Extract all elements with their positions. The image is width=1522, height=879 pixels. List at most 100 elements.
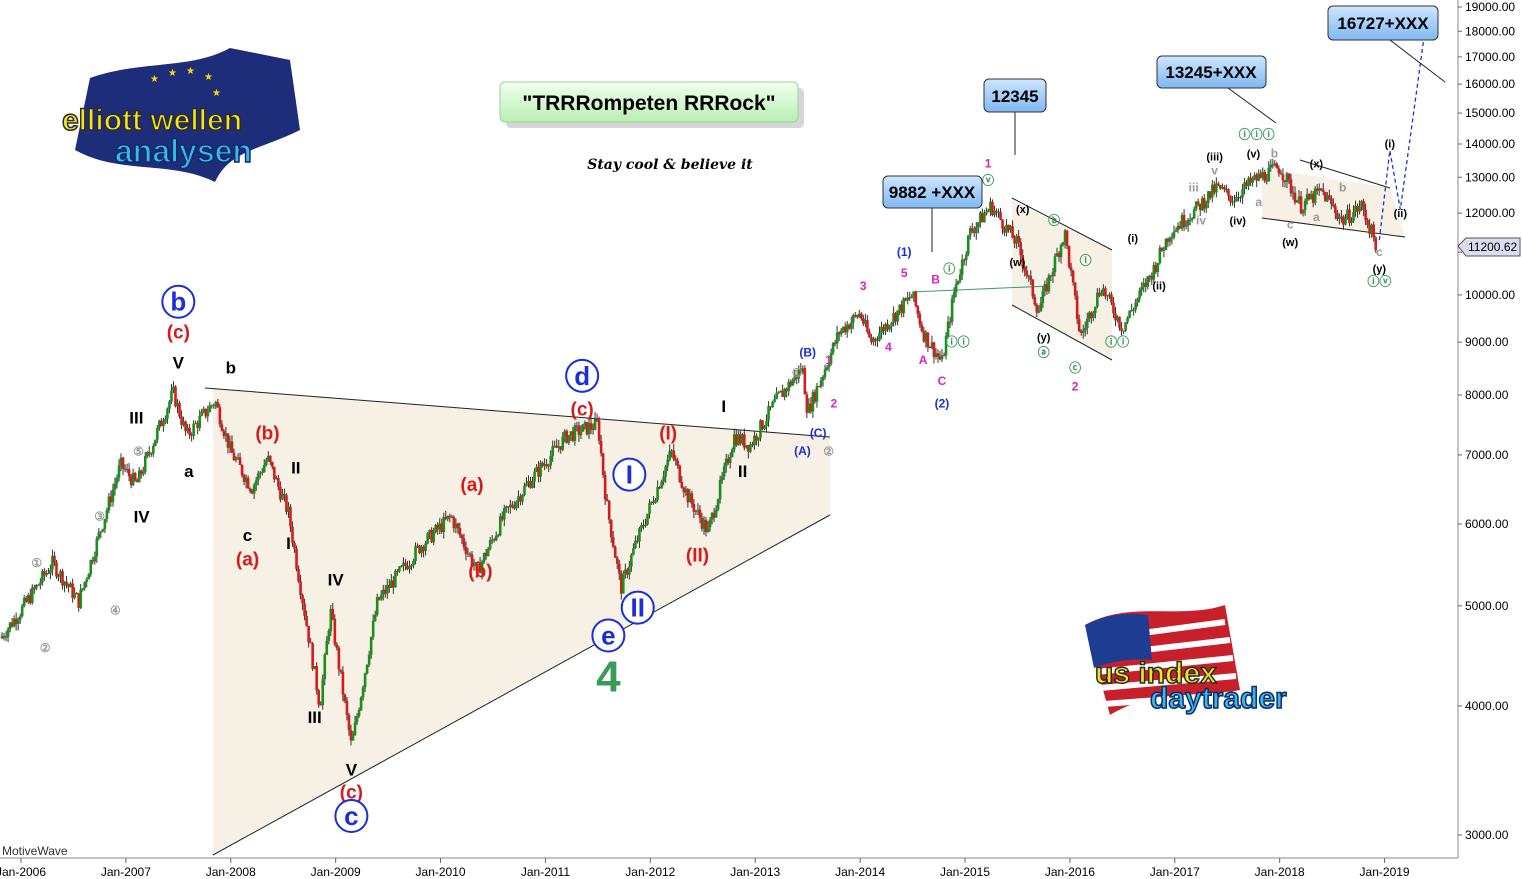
candle: [125, 463, 129, 473]
x-tick-label: Jan-2016: [1045, 865, 1095, 879]
candle: [676, 457, 680, 469]
y-tick-label: 6000.00: [1465, 517, 1509, 531]
candle: [480, 559, 484, 580]
candle: [1241, 183, 1244, 205]
wave-label: I: [286, 534, 291, 553]
svg-text:(ii): (ii): [1152, 281, 1166, 293]
candle: [1142, 277, 1146, 293]
candle: [529, 476, 532, 489]
candle: [559, 446, 563, 454]
candle: [1315, 184, 1319, 195]
wave-label: (w): [1282, 237, 1298, 249]
candle: [1138, 287, 1141, 303]
svg-text:(v): (v): [1247, 148, 1261, 160]
candle: [813, 389, 817, 404]
candle: [634, 535, 637, 550]
candle: [1255, 172, 1258, 188]
candle: [626, 567, 629, 579]
wave-label: c: [334, 798, 369, 833]
svg-text:4: 4: [885, 340, 892, 354]
candle: [1263, 169, 1267, 183]
candle: [394, 569, 397, 588]
y-tick-label: 18000.00: [1465, 24, 1515, 38]
candle: [244, 474, 248, 489]
candle: [738, 430, 742, 446]
candle: [908, 292, 912, 302]
candle: [1213, 181, 1216, 195]
candle: [793, 370, 797, 384]
candle: [815, 382, 819, 408]
candle: [1317, 183, 1321, 196]
candle: [892, 306, 895, 327]
candle: [240, 464, 244, 478]
wave-label: II: [291, 459, 300, 478]
candle: [799, 363, 803, 375]
candle: [1340, 210, 1343, 223]
candle: [1184, 220, 1188, 230]
candle: [1039, 296, 1043, 312]
candle: [1211, 179, 1214, 203]
candle: [864, 313, 867, 328]
candle: [660, 479, 663, 489]
candle: [438, 518, 442, 535]
candle: [811, 389, 815, 418]
candle: [704, 516, 708, 537]
candle: [365, 664, 369, 675]
candle: [1053, 253, 1057, 277]
candle: [121, 457, 125, 476]
wave-label: a: [1313, 210, 1320, 224]
candle: [321, 674, 325, 710]
callout-16727: 16727+XXX: [1327, 5, 1439, 41]
candle: [860, 311, 863, 321]
candle: [652, 496, 655, 505]
candle: [1192, 206, 1196, 219]
candle: [747, 444, 750, 459]
candle: [458, 522, 462, 538]
candle: [1303, 198, 1307, 216]
svg-text:e: e: [601, 621, 615, 651]
wave-label: (C): [810, 426, 827, 440]
candle: [65, 575, 68, 589]
candle: [39, 578, 42, 590]
candle: [706, 521, 710, 533]
candle: [220, 420, 224, 432]
candle: [105, 507, 109, 523]
wave-label: 4: [885, 340, 892, 354]
candle: [710, 511, 714, 525]
candle: [1219, 185, 1222, 190]
candle: [303, 598, 306, 621]
candle: [757, 437, 760, 447]
candle: [454, 518, 458, 534]
candle: [266, 451, 270, 462]
candle: [1299, 191, 1303, 215]
candle: [1094, 306, 1097, 319]
x-tick-label: Jan-2006: [0, 865, 46, 879]
x-tick-label: Jan-2010: [416, 865, 466, 879]
candle: [1334, 203, 1337, 220]
svg-text:(iii): (iii): [1206, 152, 1223, 164]
candle: [190, 432, 193, 442]
candle: [1146, 275, 1150, 290]
candle: [228, 435, 232, 453]
candle: [851, 313, 855, 330]
candle: [63, 581, 66, 593]
wave-label: (I): [659, 423, 677, 444]
candle: [1144, 278, 1148, 293]
candle: [781, 384, 784, 397]
svg-text:5: 5: [901, 266, 908, 280]
wave-label: (a): [460, 475, 483, 496]
candle: [8, 621, 12, 633]
candle: [1122, 330, 1125, 335]
candle: [775, 387, 778, 400]
wave-label: iv: [1196, 214, 1206, 228]
wave-label: a: [184, 462, 194, 481]
candle: [535, 464, 538, 473]
wave-label: ⓑ: [1048, 213, 1060, 228]
svg-text:iv: iv: [1196, 214, 1206, 228]
candle: [1003, 226, 1006, 237]
callout-text: 9882 +XXX: [889, 183, 976, 202]
svg-text:②: ②: [823, 445, 834, 459]
candle: [595, 413, 599, 422]
candle: [234, 456, 238, 463]
candle: [1065, 229, 1069, 250]
